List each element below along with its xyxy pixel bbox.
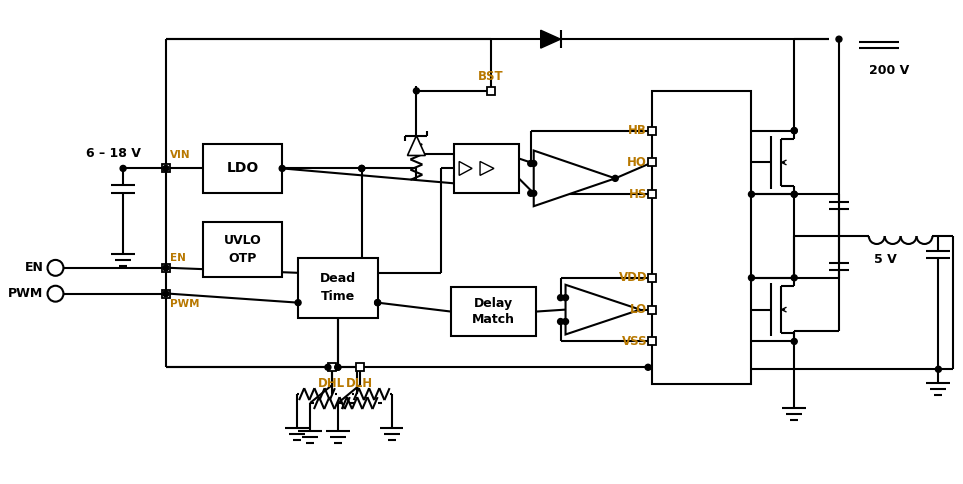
Text: DLH: DLH bbox=[346, 377, 374, 390]
Circle shape bbox=[792, 128, 797, 134]
Text: BST: BST bbox=[479, 70, 504, 83]
Text: VIN: VIN bbox=[169, 151, 191, 161]
Circle shape bbox=[792, 338, 797, 345]
Circle shape bbox=[335, 364, 341, 370]
Circle shape bbox=[645, 364, 651, 370]
Circle shape bbox=[335, 364, 341, 370]
Bar bbox=[487, 87, 495, 95]
Circle shape bbox=[359, 166, 365, 171]
Polygon shape bbox=[480, 162, 494, 175]
Text: HB: HB bbox=[628, 124, 647, 137]
Bar bbox=[648, 337, 656, 346]
Bar bbox=[648, 190, 656, 198]
Circle shape bbox=[558, 295, 563, 301]
Bar bbox=[455, 144, 519, 193]
Bar bbox=[355, 363, 364, 371]
Text: Dead: Dead bbox=[320, 272, 356, 285]
Circle shape bbox=[47, 260, 64, 276]
Bar bbox=[452, 287, 535, 336]
Bar bbox=[162, 290, 169, 298]
Text: VSS: VSS bbox=[621, 335, 647, 348]
Text: Time: Time bbox=[321, 290, 355, 303]
Text: 5 V: 5 V bbox=[873, 254, 897, 266]
Bar bbox=[648, 127, 656, 135]
Polygon shape bbox=[534, 151, 615, 206]
Text: LO: LO bbox=[630, 303, 647, 316]
Text: LDO: LDO bbox=[226, 162, 258, 175]
Circle shape bbox=[375, 300, 380, 305]
Circle shape bbox=[47, 286, 64, 302]
Circle shape bbox=[748, 191, 754, 197]
Bar bbox=[652, 91, 751, 384]
Bar bbox=[648, 274, 656, 282]
Circle shape bbox=[531, 190, 536, 197]
Circle shape bbox=[562, 318, 568, 325]
Bar bbox=[202, 144, 282, 193]
Circle shape bbox=[120, 166, 126, 171]
Text: PWM: PWM bbox=[9, 287, 43, 300]
Polygon shape bbox=[540, 30, 560, 48]
Circle shape bbox=[528, 190, 534, 197]
Circle shape bbox=[935, 366, 942, 372]
Circle shape bbox=[792, 275, 797, 281]
Circle shape bbox=[163, 265, 169, 271]
Circle shape bbox=[359, 166, 365, 171]
Text: UVLO: UVLO bbox=[223, 234, 261, 247]
Circle shape bbox=[528, 161, 534, 166]
Circle shape bbox=[748, 275, 754, 281]
Circle shape bbox=[558, 318, 563, 325]
Bar bbox=[162, 264, 169, 272]
Circle shape bbox=[325, 364, 331, 370]
Circle shape bbox=[295, 300, 301, 305]
Text: VDD: VDD bbox=[618, 272, 647, 284]
Polygon shape bbox=[407, 136, 426, 155]
Bar bbox=[162, 165, 169, 172]
Circle shape bbox=[792, 191, 797, 197]
Circle shape bbox=[612, 175, 618, 182]
Text: EN: EN bbox=[169, 253, 186, 263]
Polygon shape bbox=[459, 162, 472, 175]
Circle shape bbox=[792, 191, 797, 197]
Bar bbox=[202, 222, 282, 277]
Circle shape bbox=[836, 36, 842, 42]
Bar bbox=[648, 305, 656, 314]
Circle shape bbox=[531, 161, 536, 166]
Text: HO: HO bbox=[627, 156, 647, 169]
Bar bbox=[648, 158, 656, 166]
Circle shape bbox=[163, 166, 169, 171]
Circle shape bbox=[792, 128, 797, 134]
Text: Match: Match bbox=[472, 313, 515, 326]
Circle shape bbox=[279, 166, 285, 171]
Polygon shape bbox=[565, 285, 640, 334]
Text: DHL: DHL bbox=[319, 377, 346, 390]
Text: HS: HS bbox=[629, 188, 647, 201]
Circle shape bbox=[413, 88, 419, 94]
Text: EN: EN bbox=[25, 261, 43, 274]
Bar bbox=[299, 258, 377, 318]
Circle shape bbox=[375, 300, 380, 305]
Text: OTP: OTP bbox=[228, 252, 256, 265]
Circle shape bbox=[163, 291, 169, 297]
Bar bbox=[328, 363, 336, 371]
Text: Delay: Delay bbox=[474, 297, 513, 310]
Text: PWM: PWM bbox=[169, 299, 199, 309]
Text: 200 V: 200 V bbox=[869, 64, 909, 77]
Text: 6 – 18 V: 6 – 18 V bbox=[86, 148, 141, 161]
Circle shape bbox=[562, 295, 568, 301]
